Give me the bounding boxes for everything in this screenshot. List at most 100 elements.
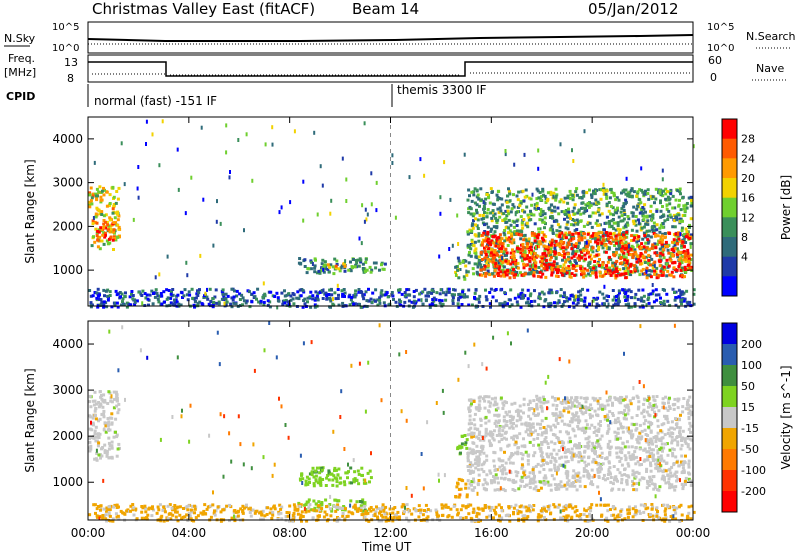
- data-cell: [582, 474, 586, 478]
- data-cell: [601, 462, 605, 466]
- data-cell: [582, 249, 586, 253]
- data-cell: [563, 300, 566, 304]
- data-cell: [309, 305, 313, 309]
- data-cell: [107, 390, 111, 394]
- data-cell: [492, 479, 496, 483]
- data-cell: [208, 287, 212, 291]
- data-cell: [542, 244, 546, 248]
- data-cell: [523, 422, 527, 426]
- data-cell: [470, 480, 474, 483]
- data-cell: [470, 240, 474, 244]
- data-cell: [649, 204, 653, 208]
- data-cell: [603, 191, 607, 194]
- data-cell: [532, 454, 536, 458]
- data-cell: [487, 247, 490, 251]
- data-cell: [579, 407, 583, 411]
- data-cell: [608, 398, 612, 402]
- data-cell: [573, 298, 577, 302]
- data-cell: [550, 263, 554, 267]
- data-cell: [586, 446, 590, 450]
- data-cell: [569, 239, 573, 243]
- data-cell: [503, 450, 506, 454]
- data-cell: [355, 478, 359, 482]
- data-cell: [566, 252, 570, 256]
- data-cell: [676, 440, 680, 444]
- data-cell: [515, 271, 519, 274]
- data-cell: [617, 399, 621, 403]
- data-cell: [662, 422, 666, 426]
- data-cell: [542, 476, 546, 480]
- data-cell: [644, 433, 648, 436]
- data-cell: [671, 485, 675, 489]
- data-cell: [586, 441, 590, 445]
- data-cell: [107, 226, 111, 229]
- data-cell: [509, 223, 513, 227]
- data-cell: [476, 272, 480, 276]
- data-cell: [658, 241, 662, 244]
- data-cell: [675, 425, 679, 429]
- data-cell: [656, 234, 660, 238]
- data-cell: [529, 426, 532, 430]
- data-cell: [480, 444, 484, 448]
- data-cell: [570, 484, 574, 488]
- data-cell: [544, 245, 548, 249]
- data-cell: [542, 305, 546, 309]
- data-cell: [572, 469, 576, 473]
- data-cell: [521, 296, 525, 300]
- data-cell: [636, 243, 640, 247]
- data-cell: [564, 247, 568, 251]
- data-cell: [471, 222, 475, 226]
- data-cell: [649, 461, 652, 465]
- data-cell: [469, 212, 473, 216]
- data-cell: [320, 501, 324, 504]
- data-cell: [466, 479, 470, 483]
- data-cell: [626, 194, 630, 198]
- data-cell: [474, 305, 478, 309]
- data-cell: [503, 489, 507, 493]
- data-cell: [586, 222, 590, 226]
- data-cell: [615, 196, 619, 200]
- data-cell: [474, 217, 478, 221]
- data-cell: [584, 400, 588, 404]
- data-cell: [613, 268, 616, 272]
- data-cell: [598, 188, 602, 192]
- data-cell: [607, 461, 611, 465]
- data-cell: [313, 264, 317, 268]
- data-cell: [589, 204, 593, 208]
- data-cell: [587, 462, 591, 466]
- data-cell: [616, 303, 620, 307]
- data-cell: [544, 201, 548, 204]
- data-cell: [647, 420, 651, 424]
- data-cell: [668, 396, 671, 400]
- data-cell: [625, 259, 629, 263]
- data-cell: [575, 396, 579, 400]
- data-cell: [519, 292, 523, 296]
- data-cell: [677, 258, 681, 262]
- data-cell: [626, 252, 630, 256]
- data-cell: [307, 477, 311, 481]
- data-cell: [580, 233, 584, 237]
- data-cell: [680, 454, 684, 458]
- data-cell: [557, 487, 561, 491]
- data-cell: [510, 255, 514, 259]
- data-cell: [360, 474, 364, 477]
- data-cell: [503, 300, 507, 304]
- data-cell: [468, 228, 472, 232]
- data-cell: [108, 444, 112, 448]
- data-cell: [594, 429, 598, 433]
- data-cell: [614, 198, 618, 202]
- data-cell: [684, 257, 688, 261]
- data-cell: [470, 402, 473, 406]
- data-cell: [611, 482, 615, 486]
- data-cell: [623, 247, 627, 251]
- data-cell: [503, 239, 507, 243]
- data-cell: [619, 446, 623, 450]
- data-cell: [553, 442, 557, 446]
- data-cell: [640, 296, 644, 300]
- data-cell: [555, 219, 559, 223]
- colorbar-segment: [722, 276, 737, 297]
- data-cell: [659, 458, 663, 462]
- data-cell: [493, 234, 497, 238]
- data-cell: [538, 397, 542, 401]
- data-cell: [538, 218, 542, 222]
